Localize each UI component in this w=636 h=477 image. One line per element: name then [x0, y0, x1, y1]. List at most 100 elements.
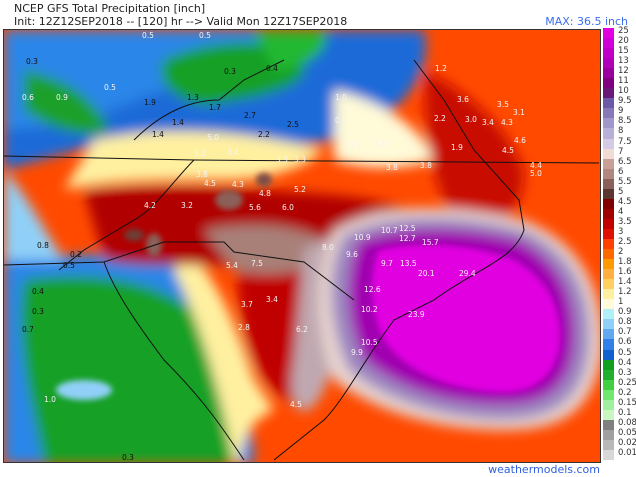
attribution-link[interactable]: weathermodels.com	[488, 463, 600, 476]
map-value-label: 1.5	[374, 139, 386, 148]
legend-entry: 3.5	[603, 217, 636, 229]
map-value-label: 2.7	[244, 111, 256, 120]
map-value-label: 1.4	[152, 130, 164, 139]
map-canvas: 0.5 0.5 0.3 0.3 0.4 0.5 0.6 0.9 1.9 1.3 1.7 2.7 2.2 2…	[4, 30, 600, 462]
legend-entry: 7.5	[603, 136, 636, 149]
map-value-label: 0.4	[266, 64, 278, 73]
legend-swatch	[603, 319, 614, 330]
legend-swatch	[603, 299, 614, 310]
legend-swatch	[603, 218, 614, 229]
map-value-label: 12.5	[399, 224, 416, 233]
border-ga-sc	[103, 261, 245, 461]
color-scale-legend: 25 20 15 13 12 11 10 9.5 9 8.5 8 7.5 7 6.5 6 5.5 5 4.5 4 3.…	[603, 26, 636, 461]
legend-swatch	[603, 68, 614, 79]
legend-entry: 11	[603, 76, 636, 89]
legend-label: 4	[618, 206, 624, 217]
map-value-label: 3.4	[482, 118, 494, 127]
legend-entry: 0.9	[603, 307, 636, 320]
map-value-label: 9.7	[381, 259, 393, 268]
legend-entry: 13	[603, 56, 636, 69]
map-value-label: 4.4	[530, 161, 542, 170]
legend-label: 7	[618, 146, 624, 157]
legend-swatch	[603, 148, 614, 159]
map-value-label: 4.5	[290, 400, 302, 409]
border-tn-nc	[58, 159, 195, 271]
legend-swatch	[603, 399, 614, 410]
legend-swatch	[603, 439, 614, 450]
legend-label: 5	[618, 186, 624, 197]
map-value-label: 12.6	[364, 285, 381, 294]
map-value-label: 9.6	[346, 250, 358, 259]
legend-swatch	[603, 349, 614, 360]
state-borders	[4, 59, 600, 461]
legend-entry: 25	[603, 26, 636, 39]
legend-label: 9	[618, 106, 624, 117]
map-value-label: 4.5	[204, 179, 216, 188]
map-value-label: 5.6	[249, 203, 261, 212]
map-value-label: 0.5	[63, 261, 75, 270]
map-value-label: 2.3	[349, 141, 361, 150]
map-title: NCEP GFS Total Precipitation [inch]	[14, 2, 206, 15]
legend-label: 0.8	[618, 317, 632, 328]
map-value-label: 3.8	[196, 170, 208, 179]
legend-entry: 0.5	[603, 348, 636, 360]
map-value-label: 23.9	[408, 310, 425, 319]
legend-swatch	[603, 359, 614, 370]
legend-label: 0.05	[618, 427, 636, 438]
map-value-label: 0.9	[56, 93, 68, 102]
map-value-label: 4.8	[259, 189, 271, 198]
legend-label: 15	[618, 46, 629, 57]
legend-entry: 6	[603, 167, 636, 179]
legend-label: 8	[618, 126, 624, 137]
legend-entry: 5.5	[603, 177, 636, 189]
legend-entry: 4	[603, 206, 636, 219]
legend-entry: 0.15	[603, 398, 636, 410]
map-value-label: 5.4	[226, 261, 238, 270]
map-value-label: 2.8	[238, 323, 250, 332]
map-value-label: 10.9	[354, 233, 371, 242]
legend-entry: 2.5	[603, 236, 636, 250]
legend-swatch	[603, 158, 614, 169]
legend-entry: 7	[603, 146, 636, 159]
legend-label: 11	[618, 76, 629, 87]
map-value-label: 0.4	[32, 287, 44, 296]
legend-entry: 9.5	[603, 96, 636, 109]
map-value-label: 20.1	[418, 269, 435, 278]
legend-swatch	[603, 449, 614, 461]
legend-swatch	[603, 168, 614, 179]
map-value-label: 1.9	[144, 98, 156, 107]
map-value-label: 15.7	[422, 238, 439, 247]
map-value-label: 13.5	[400, 259, 417, 268]
legend-entry: 0.2	[603, 388, 636, 400]
map-value-label: 2.5	[287, 120, 299, 129]
legend-label: 1.6	[618, 267, 632, 278]
map-value-label: 0.3	[224, 67, 236, 76]
legend-label: 0.1	[618, 407, 632, 418]
map-value-label: 0.3	[122, 453, 134, 462]
legend-label: 0.3	[618, 367, 632, 378]
map-value-label: 6.2	[296, 325, 308, 334]
legend-entry: 1.6	[603, 267, 636, 280]
legend-entry: 0.05	[603, 427, 636, 440]
legend-entry: 15	[603, 46, 636, 59]
legend-label: 2.5	[618, 236, 632, 247]
map-value-label: 1.3	[187, 93, 199, 102]
legend-label: 0.25	[618, 377, 636, 388]
legend-swatch	[603, 58, 614, 69]
legend-entry: 0.08	[603, 417, 636, 430]
legend-label: 0.08	[618, 417, 636, 428]
legend-swatch	[603, 238, 614, 250]
legend-label: 1	[618, 297, 624, 308]
legend-entry: 0.4	[603, 358, 636, 370]
legend-swatch	[603, 38, 614, 49]
legend-swatch	[603, 269, 614, 280]
map-value-label: 10.7	[381, 226, 398, 235]
map-value-label: 1.0	[44, 395, 56, 404]
legend-label: 7.5	[618, 136, 632, 147]
map-value-label: 0.3	[32, 307, 44, 316]
map-value-label: 3.1	[513, 108, 525, 117]
map-value-label: 0.7	[22, 325, 34, 334]
legend-entry: 9	[603, 106, 636, 119]
legend-swatch	[603, 279, 614, 290]
map-value-label: 0.6	[22, 93, 34, 102]
